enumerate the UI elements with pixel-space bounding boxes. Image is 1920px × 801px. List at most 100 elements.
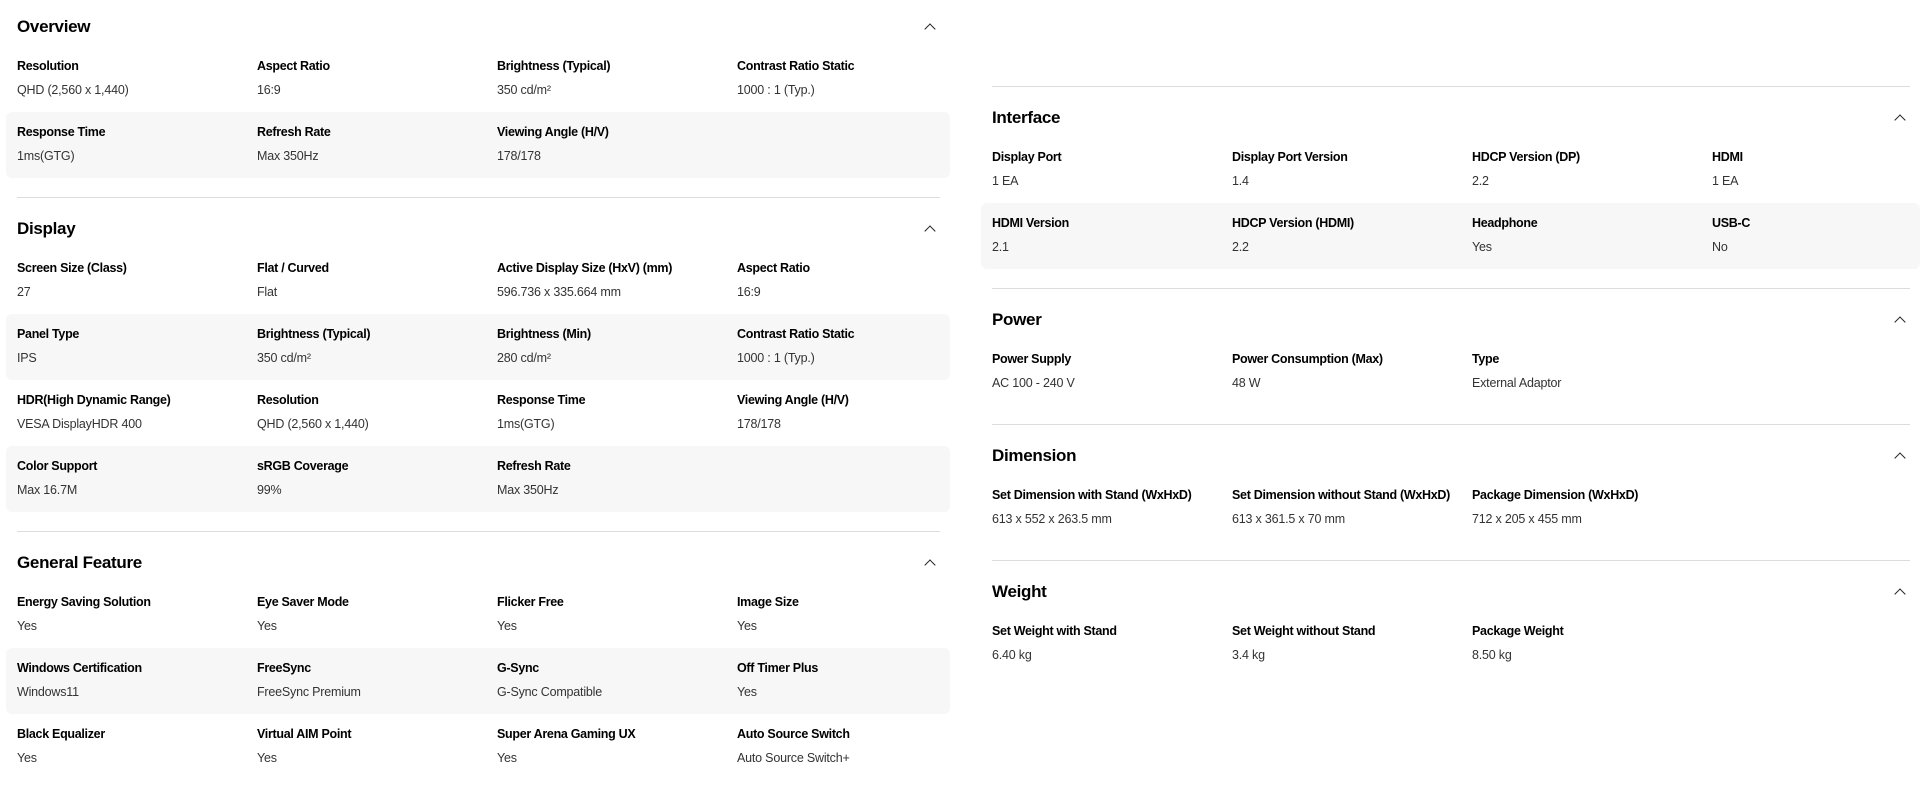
spec-value: Yes xyxy=(497,619,517,633)
spec-label: Brightness (Typical) xyxy=(497,59,611,73)
section-header[interactable]: Overview xyxy=(17,14,940,40)
chevron-up-icon[interactable] xyxy=(1892,584,1908,600)
spec-rows: Screen Size (Class) 27 Flat / Curved Flat Ac… xyxy=(6,248,950,512)
spec-row: Energy Saving Solution Yes Eye Saver Mode Y… xyxy=(6,582,950,648)
section-header[interactable]: Dimension xyxy=(992,443,1910,469)
spec-row: Windows Certification Windows11 FreeSync Fr… xyxy=(6,648,950,714)
spec-label: G-Sync xyxy=(497,661,539,675)
spec-label: Power Consumption (Max) xyxy=(1232,352,1383,366)
section-header[interactable]: General Feature xyxy=(17,550,940,576)
spec-value: Max 350Hz xyxy=(497,483,559,497)
spec-item: HDMI 1 EA xyxy=(1712,150,1920,189)
spec-label: FreeSync xyxy=(257,661,311,675)
spec-label: Flat / Curved xyxy=(257,261,329,275)
spec-item: Active Display Size (HxV) (mm) 596.736 x … xyxy=(497,261,737,300)
spec-value: AC 100 - 240 V xyxy=(992,376,1075,390)
spec-label: Viewing Angle (H/V) xyxy=(497,125,609,139)
section-header[interactable]: Power xyxy=(992,307,1910,333)
chevron-up-icon[interactable] xyxy=(1892,110,1908,126)
spec-value: QHD (2,560 x 1,440) xyxy=(17,83,129,97)
chevron-up-icon[interactable] xyxy=(1892,312,1908,328)
chevron-up-icon[interactable] xyxy=(922,555,938,571)
spec-value: Windows11 xyxy=(17,685,79,699)
spec-item: Brightness (Typical) 350 cd/m² xyxy=(497,59,737,98)
section-header[interactable]: Weight xyxy=(992,579,1910,605)
spec-value: VESA DisplayHDR 400 xyxy=(17,417,142,431)
spec-item: Off Timer Plus Yes xyxy=(737,661,977,700)
spec-item: Eye Saver Mode Yes xyxy=(257,595,497,634)
spec-label: Power Supply xyxy=(992,352,1072,366)
spec-label: Screen Size (Class) xyxy=(17,261,127,275)
spec-value: 350 cd/m² xyxy=(257,351,311,365)
spec-item: Viewing Angle (H/V) 178/178 xyxy=(737,393,977,432)
spec-label: Aspect Ratio xyxy=(257,59,330,73)
spec-row: Screen Size (Class) 27 Flat / Curved Flat Ac… xyxy=(6,248,950,314)
spec-label: Resolution xyxy=(17,59,79,73)
spec-value: Yes xyxy=(737,619,757,633)
spec-value: 178/178 xyxy=(737,417,781,431)
spec-label: Response Time xyxy=(497,393,586,407)
spec-value: 1ms(GTG) xyxy=(497,417,555,431)
spec-item: Power Supply AC 100 - 240 V xyxy=(992,352,1232,391)
spec-value: 1000 : 1 (Typ.) xyxy=(737,351,815,365)
spec-section-power: Power Power Supply AC 100 - 240 V Power Con… xyxy=(992,288,1910,424)
spec-item: Windows Certification Windows11 xyxy=(17,661,257,700)
specs-right-column: Interface Display Port 1 EA Display Port Ve… xyxy=(981,86,1920,696)
spec-rows: Power Supply AC 100 - 240 V Power Consumpt… xyxy=(981,339,1920,405)
spec-value: 99% xyxy=(257,483,282,497)
spec-rows: Display Port 1 EA Display Port Version 1.4 H… xyxy=(981,137,1920,269)
spec-item: Viewing Angle (H/V) 178/178 xyxy=(497,125,737,164)
spec-label: Eye Saver Mode xyxy=(257,595,349,609)
chevron-up-icon[interactable] xyxy=(922,19,938,35)
spec-value: Yes xyxy=(17,751,37,765)
spec-label: Brightness (Typical) xyxy=(257,327,371,341)
spec-item: Set Dimension with Stand (WxHxD) 613 x 55… xyxy=(992,488,1232,527)
chevron-up-icon[interactable] xyxy=(922,221,938,237)
spec-value: 712 x 205 x 455 mm xyxy=(1472,512,1582,526)
spec-label: Package Dimension (WxHxD) xyxy=(1472,488,1639,502)
spec-rows: Energy Saving Solution Yes Eye Saver Mode Y… xyxy=(6,582,950,780)
spec-value: External Adaptor xyxy=(1472,376,1562,390)
spec-value: Yes xyxy=(257,619,277,633)
spec-label: Set Dimension with Stand (WxHxD) xyxy=(992,488,1192,502)
spec-value: Auto Source Switch+ xyxy=(737,751,850,765)
spec-item: Image Size Yes xyxy=(737,595,977,634)
section-header[interactable]: Interface xyxy=(992,105,1910,131)
section-header[interactable]: Display xyxy=(17,216,940,242)
spec-item: Refresh Rate Max 350Hz xyxy=(257,125,497,164)
spec-value: 1ms(GTG) xyxy=(17,149,75,163)
spec-item: Resolution QHD (2,560 x 1,440) xyxy=(257,393,497,432)
spec-item: HDMI Version 2.1 xyxy=(992,216,1232,255)
spec-item: G-Sync G-Sync Compatible xyxy=(497,661,737,700)
spec-value: 596.736 x 335.664 mm xyxy=(497,285,621,299)
spec-label: Resolution xyxy=(257,393,319,407)
spec-value: Yes xyxy=(17,619,37,633)
spec-label: Auto Source Switch xyxy=(737,727,850,741)
spec-item: Screen Size (Class) 27 xyxy=(17,261,257,300)
spec-value: 16:9 xyxy=(737,285,761,299)
spec-rows: Resolution QHD (2,560 x 1,440) Aspect Rati… xyxy=(6,46,950,178)
spec-section-display: Display Screen Size (Class) 27 Flat / Curve… xyxy=(6,197,950,531)
spec-item: Resolution QHD (2,560 x 1,440) xyxy=(17,59,257,98)
spec-item: Aspect Ratio 16:9 xyxy=(257,59,497,98)
spec-section-dimension: Dimension Set Dimension with Stand (WxHxD… xyxy=(992,424,1910,560)
spec-value: 613 x 552 x 263.5 mm xyxy=(992,512,1112,526)
spec-label: Color Support xyxy=(17,459,98,473)
spec-value: Flat xyxy=(257,285,278,299)
chevron-up-icon[interactable] xyxy=(1892,448,1908,464)
spec-label: Refresh Rate xyxy=(497,459,571,473)
spec-item: Set Dimension without Stand (WxHxD) 613 x… xyxy=(1232,488,1472,527)
spec-value: 1 EA xyxy=(1712,174,1739,188)
section-title: General Feature xyxy=(17,553,142,572)
spec-item: HDCP Version (DP) 2.2 xyxy=(1472,150,1712,189)
spec-section-weight: Weight Set Weight with Stand 6.40 kg Set We… xyxy=(992,560,1910,696)
spec-item: Brightness (Typical) 350 cd/m² xyxy=(257,327,497,366)
spec-label: Black Equalizer xyxy=(17,727,105,741)
section-title: Display xyxy=(17,219,76,238)
spec-label: Flicker Free xyxy=(497,595,564,609)
spec-section-overview: Overview Resolution QHD (2,560 x 1,440) Asp… xyxy=(6,0,950,197)
spec-section-interface: Interface Display Port 1 EA Display Port Ve… xyxy=(981,86,1920,288)
spec-value: 178/178 xyxy=(497,149,541,163)
spec-item: FreeSync FreeSync Premium xyxy=(257,661,497,700)
spec-item: Set Weight without Stand 3.4 kg xyxy=(1232,624,1472,663)
